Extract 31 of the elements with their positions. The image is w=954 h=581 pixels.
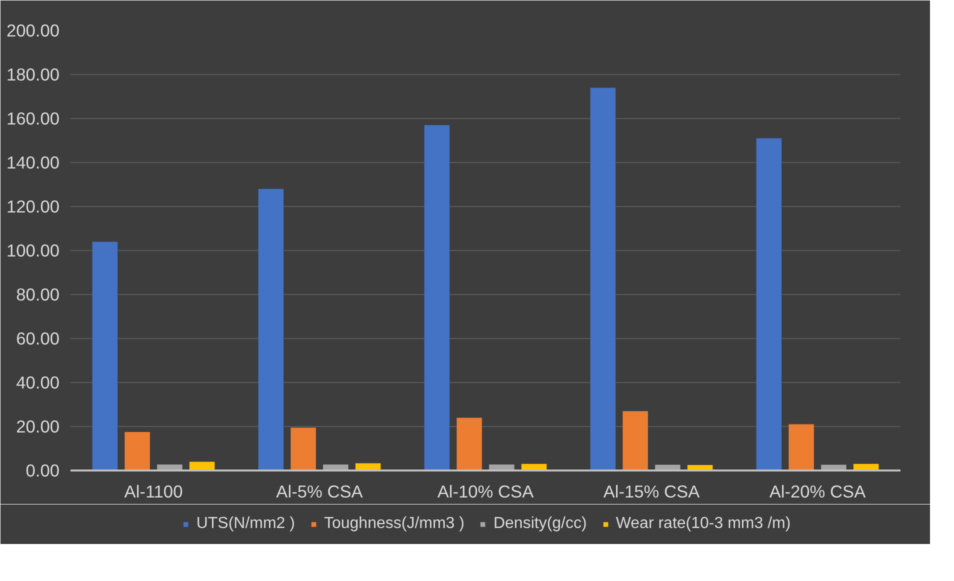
y-tick-label: 20.00 <box>16 416 60 436</box>
bar <box>258 188 284 470</box>
legend-label: UTS(N/mm2 ) <box>196 515 295 533</box>
bar <box>124 432 150 470</box>
x-tick-label: Al-10% CSA <box>437 482 534 502</box>
y-tick-label: 80.00 <box>16 284 60 304</box>
bar <box>456 418 482 470</box>
x-tick-label: Al-5% CSA <box>276 482 364 502</box>
bar <box>622 411 648 470</box>
y-tick-label: 40.00 <box>16 372 60 392</box>
bar <box>424 125 450 470</box>
bar <box>92 242 118 470</box>
y-tick-label: 100.00 <box>6 240 60 260</box>
y-tick-label: 0.00 <box>26 460 60 480</box>
bar <box>788 424 814 470</box>
x-tick-label: Al-15% CSA <box>603 482 700 502</box>
x-tick-label: Al-20% CSA <box>769 482 866 502</box>
bar <box>189 462 215 470</box>
y-tick-label: 60.00 <box>16 328 60 348</box>
y-tick-label: 200.00 <box>6 20 60 40</box>
bar <box>290 428 316 470</box>
legend-label: Density(g/cc) <box>493 515 587 533</box>
x-tick-label: Al-1100 <box>124 482 183 502</box>
legend-label: Toughness(J/mm3 ) <box>324 515 464 533</box>
y-tick-label: 160.00 <box>6 108 60 128</box>
bar <box>590 88 616 470</box>
bar <box>756 138 782 470</box>
y-tick-label: 120.00 <box>6 196 60 216</box>
y-tick-label: 140.00 <box>6 152 60 172</box>
legend-label: Wear rate(10-3 mm3 /m) <box>616 515 791 533</box>
y-tick-label: 180.00 <box>6 64 60 84</box>
